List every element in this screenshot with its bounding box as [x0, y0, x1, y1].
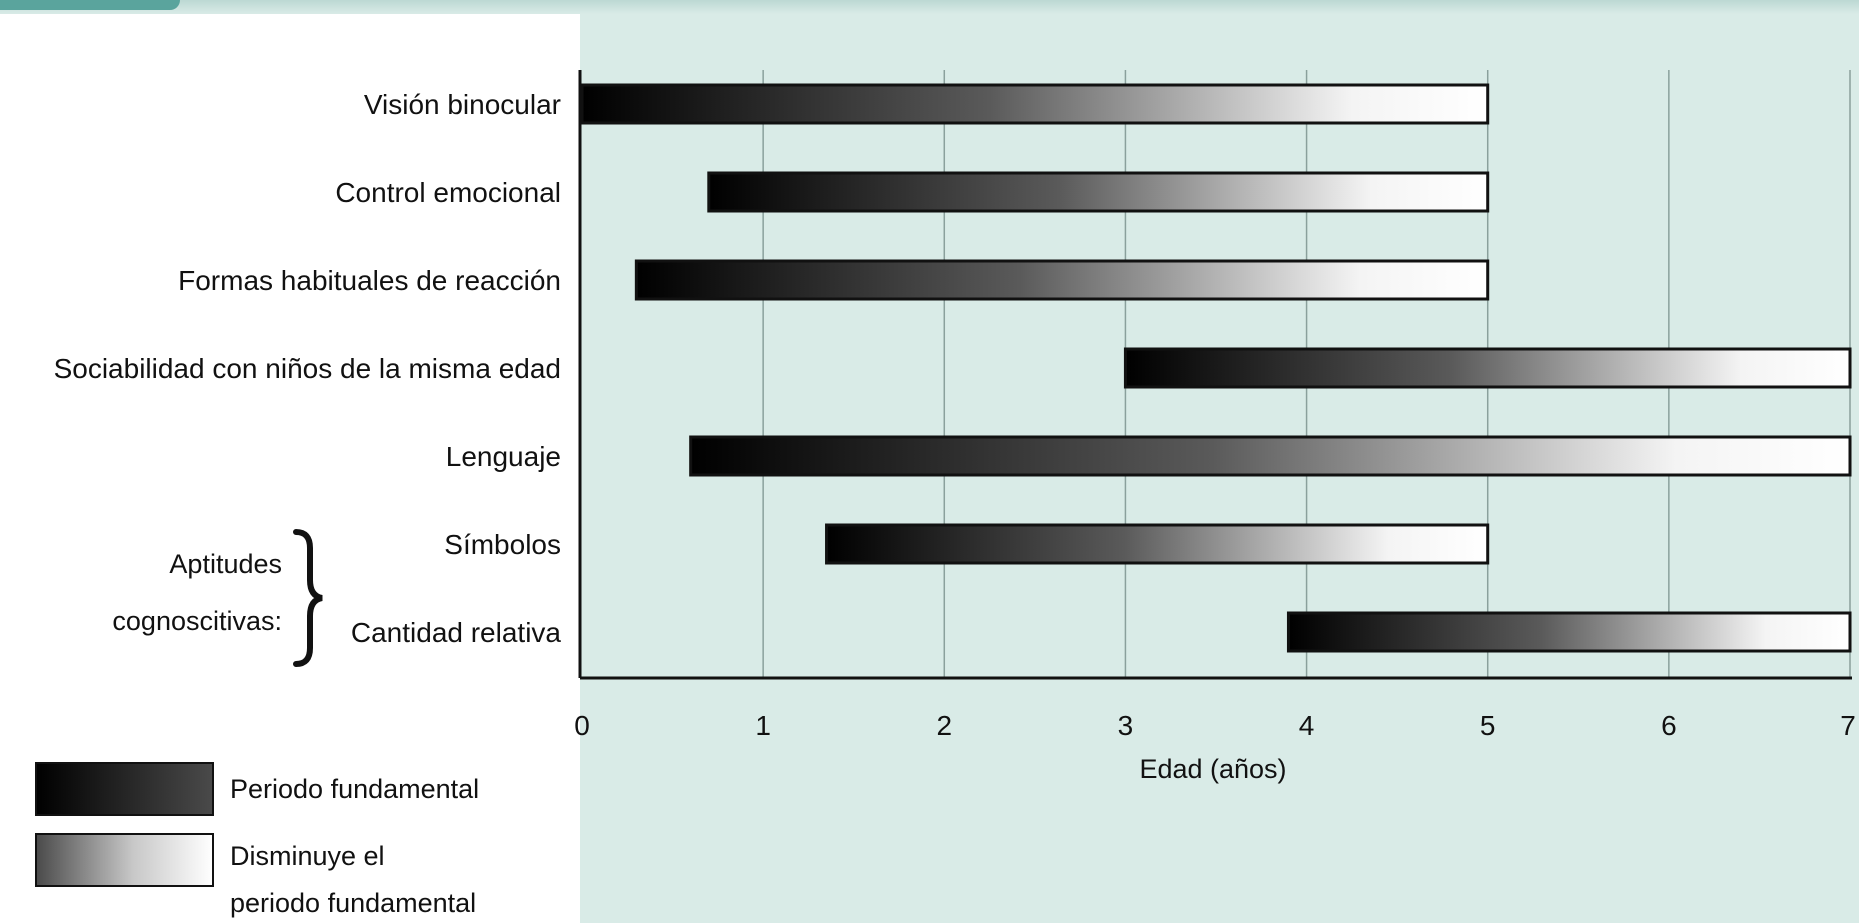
- top-tab-accent: [0, 0, 180, 10]
- x-tick-label: 3: [1118, 710, 1134, 741]
- group-brace-icon: [293, 529, 323, 667]
- bar: [580, 83, 1490, 125]
- x-tick-label: 4: [1299, 710, 1315, 741]
- x-tick-label: 5: [1480, 710, 1496, 741]
- category-label: Sociabilidad con niños de la misma edad: [54, 353, 561, 384]
- bar: [689, 435, 1852, 477]
- legend: Periodo fundamental Disminuye el periodo…: [35, 762, 479, 918]
- category-label: Visión binocular: [364, 89, 561, 120]
- x-tick-label: 2: [936, 710, 952, 741]
- x-tick-labels: 0 1 2 3 4 5 6 7: [574, 710, 1856, 741]
- x-tick-label: 1: [755, 710, 771, 741]
- legend-swatch-fundamental: [35, 762, 214, 816]
- category-group: Aptitudes cognoscitivas:: [112, 529, 323, 667]
- legend-label-decreasing-line-2: periodo fundamental: [230, 888, 476, 918]
- x-tick-label: 0: [574, 710, 590, 741]
- legend-label-fundamental: Periodo fundamental: [230, 774, 479, 804]
- category-label: Cantidad relativa: [351, 617, 562, 648]
- category-label: Formas habituales de reacción: [178, 265, 561, 296]
- bar: [707, 171, 1490, 213]
- group-label-line-2: cognoscitivas:: [112, 606, 282, 636]
- group-label-line-1: Aptitudes: [169, 549, 282, 579]
- bar: [825, 523, 1490, 565]
- top-strip: [0, 0, 1859, 14]
- bar: [1123, 347, 1852, 389]
- bar: [634, 259, 1490, 301]
- x-tick-label: 6: [1661, 710, 1677, 741]
- legend-swatch-decreasing: [35, 833, 214, 887]
- category-label: Control emocional: [335, 177, 561, 208]
- legend-label-decreasing-line-1: Disminuye el: [230, 841, 385, 871]
- category-labels: Visión binocular Control emocional Formas …: [54, 89, 562, 648]
- x-tick-label: 7: [1840, 710, 1856, 741]
- bars: [580, 83, 1852, 653]
- category-label: Símbolos: [444, 529, 561, 560]
- bar: [1286, 611, 1852, 653]
- category-label: Lenguaje: [446, 441, 561, 472]
- x-axis-title: Edad (años): [1139, 754, 1286, 784]
